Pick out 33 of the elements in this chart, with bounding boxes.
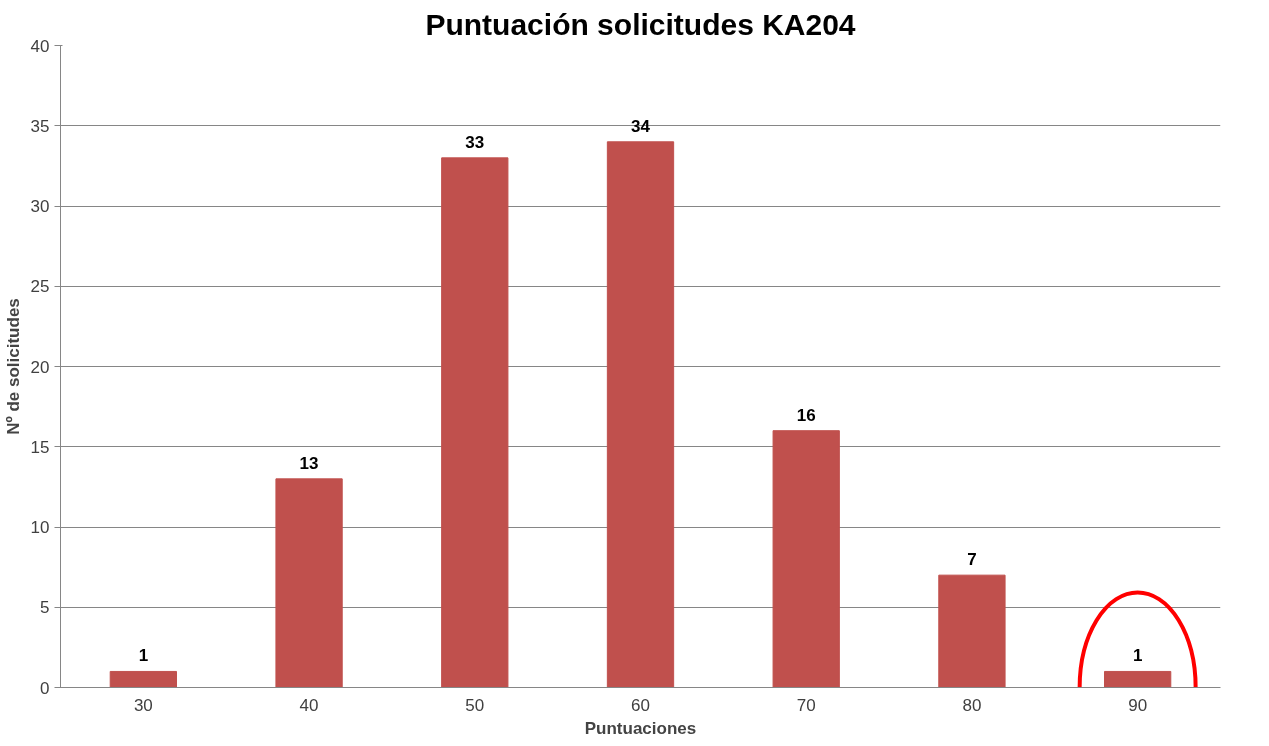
data-label: 7 (967, 550, 977, 570)
x-tick-label: 30 (133, 695, 153, 715)
y-tick-label: 25 (30, 277, 50, 297)
y-tick-label: 5 (40, 598, 50, 618)
bar (772, 430, 840, 688)
bar (938, 574, 1006, 688)
y-tick-label: 40 (30, 36, 50, 56)
data-label: 33 (465, 132, 485, 152)
x-tick-label: 60 (631, 695, 650, 715)
x-tick-label: 50 (465, 695, 485, 715)
data-label: 1 (1132, 646, 1143, 666)
x-tick-label: 70 (796, 695, 816, 715)
bar (441, 157, 509, 688)
bar (606, 141, 675, 688)
y-tick-label: 35 (30, 116, 50, 136)
x-tick-label: 40 (299, 695, 319, 715)
x-axis-title: Puntuaciones (584, 718, 697, 738)
bar (109, 670, 177, 688)
y-tick-label: 0 (40, 678, 50, 698)
y-tick-label: 20 (30, 357, 50, 377)
y-tick-label: 10 (30, 518, 50, 537)
y-axis-title: Nº de solicitudes (3, 298, 23, 435)
chart-title: Puntuación solicitudes KA204 (425, 7, 856, 41)
y-tick-label: 15 (30, 437, 50, 457)
x-tick-label: 80 (962, 695, 982, 715)
x-tick-label: 90 (1128, 695, 1148, 715)
bar (1104, 670, 1172, 688)
y-tick-label: 30 (30, 197, 50, 216)
data-label: 16 (796, 405, 816, 425)
data-label: 34 (631, 116, 651, 136)
data-label: 13 (299, 453, 319, 473)
bar (275, 478, 343, 688)
data-label: 1 (138, 646, 149, 666)
